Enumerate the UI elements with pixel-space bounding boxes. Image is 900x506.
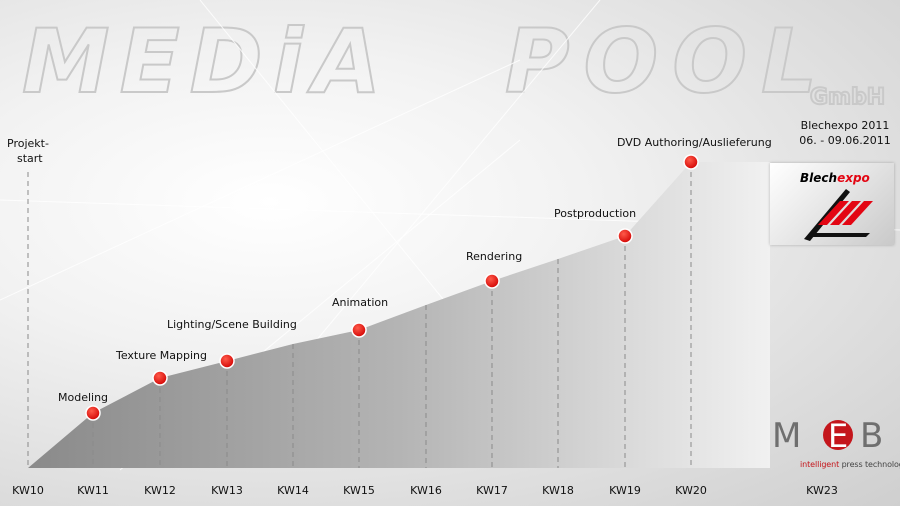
- week-label: KW13: [211, 484, 243, 497]
- meb-letter-b: B: [860, 416, 883, 456]
- milestone-marker-kw20: [683, 154, 699, 170]
- week-label: KW12: [144, 484, 176, 497]
- week-label: KW19: [609, 484, 641, 497]
- milestone-marker-kw12: [152, 370, 168, 386]
- milestone-marker-kw17: [484, 273, 500, 289]
- milestone-label-rendering: Rendering: [466, 250, 523, 263]
- milestone-label-dvd-authoring: DVD Authoring/Auslieferung: [617, 136, 772, 149]
- milestone-label-postproduction: Postproduction: [554, 207, 637, 220]
- week-label: KW16: [410, 484, 442, 497]
- milestone-markers: [85, 154, 699, 421]
- wordmark-part-2: expo: [837, 171, 870, 185]
- milestone-marker-kw19: [617, 228, 633, 244]
- milestone-label-lighting: Lighting/Scene Building: [167, 318, 297, 331]
- week-label: KW10: [12, 484, 44, 497]
- week-label: KW15: [343, 484, 375, 497]
- blechexpo-wordmark: Blechexpo: [800, 171, 870, 185]
- watermark-logo: MEDiA POOL GmbH: [21, 9, 886, 114]
- wordmark-part-1: Blech: [800, 171, 838, 185]
- week-label: KW23: [806, 484, 838, 497]
- week-label: KW18: [542, 484, 574, 497]
- week-label: KW11: [77, 484, 109, 497]
- project-start-line1: Projekt-: [7, 137, 49, 150]
- event-name: Blechexpo 2011: [800, 119, 890, 132]
- blechexpo-logo: Blechexpo: [770, 163, 894, 245]
- week-label: KW14: [277, 484, 309, 497]
- milestone-label-animation: Animation: [332, 296, 389, 309]
- meb-e-circle: [823, 420, 853, 450]
- milestone-label-texture-mapping: Texture Mapping: [116, 349, 207, 362]
- milestone-marker-kw13: [219, 353, 235, 369]
- event-dates: 06. - 09.06.2011: [799, 134, 891, 147]
- week-label: KW17: [476, 484, 508, 497]
- meb-tagline-rest: press technology: [841, 460, 900, 469]
- meb-letter-m: M: [772, 416, 801, 456]
- week-label: KW20: [675, 484, 707, 497]
- milestone-marker-kw11: [85, 405, 101, 421]
- project-start-label: Projekt- start: [7, 136, 49, 166]
- meb-tagline: intelligent press technology: [800, 460, 900, 469]
- project-start-line2: start: [17, 152, 43, 165]
- meb-tagline-prefix: intelligent: [800, 460, 840, 469]
- week-guides: [27, 172, 692, 468]
- milestone-marker-kw15: [351, 322, 367, 338]
- milestone-label-modeling: Modeling: [58, 391, 109, 404]
- progress-area: [28, 162, 770, 468]
- watermark-suffix: GmbH: [810, 85, 885, 110]
- watermark-word-1: MEDiA: [22, 10, 391, 113]
- meb-logo: M E B: [772, 416, 883, 456]
- event-info: Blechexpo 2011 06. - 09.06.2011: [790, 118, 900, 148]
- blechexpo-emblem-icon: [804, 189, 873, 241]
- meb-letter-e: E: [828, 417, 848, 455]
- watermark-word-2: POOL: [505, 10, 831, 113]
